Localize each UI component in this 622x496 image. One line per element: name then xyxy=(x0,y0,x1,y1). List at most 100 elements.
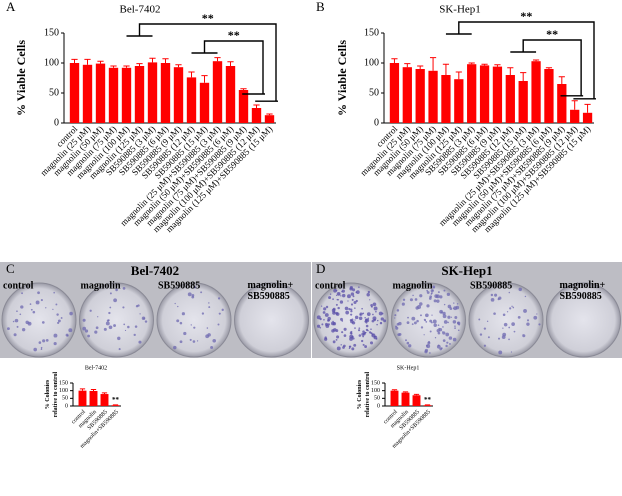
colony xyxy=(343,327,347,331)
error-bar xyxy=(162,58,169,63)
colony xyxy=(349,331,353,335)
y-tick-label: 0 xyxy=(54,117,59,128)
colony xyxy=(425,320,428,323)
colony xyxy=(371,319,375,323)
colony xyxy=(361,332,365,336)
culture-dish xyxy=(1,282,77,358)
colony xyxy=(327,323,330,326)
bar xyxy=(570,109,580,123)
colony xyxy=(508,326,511,329)
panel-letter: A xyxy=(6,0,16,14)
panel-letter: C xyxy=(6,261,15,276)
colony xyxy=(336,346,341,351)
colony xyxy=(431,321,433,324)
plate-title: SK-Hep1 xyxy=(441,263,492,278)
colony xyxy=(442,339,446,343)
colony xyxy=(429,319,433,323)
colony xyxy=(432,319,437,324)
colony xyxy=(426,291,430,294)
panel-letter: B xyxy=(316,0,325,14)
bar xyxy=(95,63,106,123)
bar xyxy=(212,61,223,123)
colony xyxy=(354,327,356,329)
colony xyxy=(436,328,440,333)
colony xyxy=(406,321,410,325)
y-tick-label: 100 xyxy=(364,57,379,68)
colony xyxy=(352,295,355,298)
colony xyxy=(361,307,363,310)
bar xyxy=(531,61,541,123)
error-bar xyxy=(571,100,578,110)
bar xyxy=(557,84,567,123)
y-tick-label: 0 xyxy=(65,403,68,409)
colony xyxy=(536,313,538,315)
bar xyxy=(264,115,275,123)
colony xyxy=(327,316,331,321)
y-tick-label: 50 xyxy=(374,396,380,402)
colony xyxy=(347,300,349,302)
bar xyxy=(69,63,80,123)
colony xyxy=(365,324,369,328)
y-axis-label-line: relative to control xyxy=(53,371,59,417)
bar xyxy=(423,405,432,406)
bar xyxy=(108,67,119,123)
y-axis-label: % Colonies relative to control xyxy=(357,371,371,417)
colony xyxy=(412,294,414,297)
colony xyxy=(94,330,98,334)
colony xyxy=(123,323,126,326)
y-axis-label: % Viable Cells xyxy=(335,40,349,116)
colony xyxy=(189,338,192,341)
colony xyxy=(526,319,530,322)
bar xyxy=(121,67,132,123)
colony xyxy=(454,316,458,319)
colony xyxy=(414,298,418,301)
colony xyxy=(419,302,423,306)
colony xyxy=(364,316,366,319)
plate-label: magnolin xyxy=(393,280,433,291)
colony xyxy=(367,330,369,332)
colony xyxy=(443,289,446,292)
colony xyxy=(52,308,54,311)
significance-label: ** xyxy=(228,28,240,42)
colony xyxy=(377,319,379,322)
colony xyxy=(138,340,142,344)
colony xyxy=(362,335,365,338)
colony xyxy=(493,312,496,315)
colony xyxy=(373,306,378,311)
colony xyxy=(113,298,118,303)
colony xyxy=(137,304,140,307)
colony xyxy=(212,339,217,343)
error-bar xyxy=(429,57,437,71)
colony xyxy=(332,320,334,323)
culture-dish xyxy=(546,282,621,358)
colony xyxy=(526,322,530,326)
colony xyxy=(429,295,432,298)
colony xyxy=(329,293,332,295)
panel-letter: D xyxy=(316,261,325,276)
colony xyxy=(66,334,69,337)
bar xyxy=(389,63,400,123)
error-bar xyxy=(391,58,398,63)
colony xyxy=(448,336,453,340)
colony xyxy=(486,320,489,323)
colony xyxy=(174,302,176,305)
colony xyxy=(453,302,455,304)
colony xyxy=(42,339,46,343)
colony xyxy=(341,293,346,298)
y-tick-label: 150 xyxy=(59,380,68,386)
colony xyxy=(134,325,138,328)
colony xyxy=(490,298,495,302)
colony xyxy=(454,327,456,329)
colony xyxy=(478,318,481,321)
colony xyxy=(447,315,451,319)
colony xyxy=(7,327,10,331)
colony xyxy=(55,303,58,306)
colony xyxy=(405,339,407,342)
colony xyxy=(375,337,378,340)
colony xyxy=(423,334,425,336)
bar xyxy=(505,75,515,123)
colony xyxy=(424,350,428,354)
colony xyxy=(381,312,384,315)
colony xyxy=(106,319,110,322)
colony xyxy=(341,287,343,289)
